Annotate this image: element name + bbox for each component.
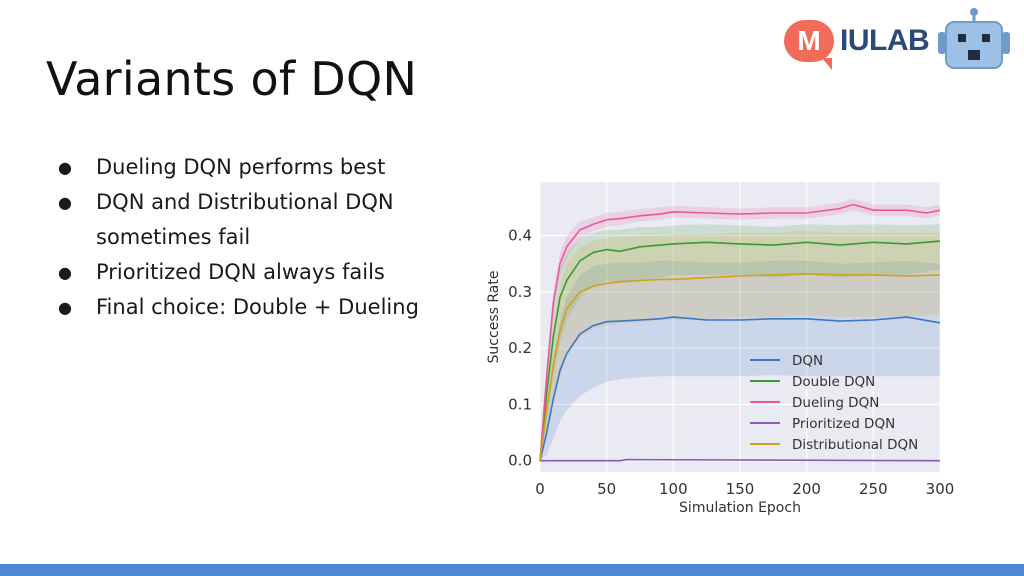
- bullet-dot-icon: ●: [58, 193, 72, 212]
- robot-icon: [938, 8, 1010, 69]
- x-tick-label: 200: [792, 480, 821, 498]
- bullet-item: ● Dueling DQN performs best: [56, 150, 476, 185]
- legend-label: Dueling DQN: [792, 395, 879, 411]
- bullet-dot-icon: ●: [58, 158, 72, 177]
- y-tick-label: 0.1: [508, 395, 532, 413]
- confidence-band: [540, 198, 940, 461]
- x-tick-label: 150: [726, 480, 755, 498]
- x-tick-label: 250: [859, 480, 888, 498]
- bullet-list: ● Dueling DQN performs best ● DQN and Di…: [56, 150, 476, 325]
- bullet-item: ● Final choice: Double + Dueling: [56, 290, 476, 325]
- success-rate-chart: 0 50 100 150 200 250 300 0.0 0.1 0.2 0.3 0.4 Simulat…: [486, 182, 955, 516]
- logo-text: IULAB: [840, 24, 930, 57]
- bullet-dot-icon: ●: [58, 263, 72, 282]
- confidence-band: [540, 260, 940, 461]
- series-line: [539, 240, 941, 461]
- bullet-text-continued: sometimes fail: [96, 225, 251, 249]
- legend-label: Prioritized DQN: [792, 416, 895, 432]
- bullet-item: ● Prioritized DQN always fails: [56, 255, 476, 290]
- miulab-logo: M IULAB: [784, 8, 1014, 76]
- x-tick-label: 50: [597, 480, 616, 498]
- series-line: [539, 203, 941, 461]
- legend-label: Distributional DQN: [792, 437, 918, 453]
- y-tick-label: 0.2: [508, 339, 532, 357]
- y-tick-label: 0.4: [508, 226, 532, 244]
- legend-label: DQN: [792, 353, 823, 369]
- bullet-item: ● DQN and Distributional DQN sometimes f…: [56, 185, 476, 255]
- bullet-text: Final choice: Double + Dueling: [96, 295, 419, 319]
- series-line: [540, 458, 941, 462]
- series-line: [539, 316, 941, 461]
- bullet-text: Prioritized DQN always fails: [96, 260, 385, 284]
- y-axis-label: Success Rate: [486, 271, 502, 364]
- series-line: [539, 273, 941, 461]
- x-tick-label: 300: [926, 480, 955, 498]
- x-tick-label: 100: [659, 480, 688, 498]
- confidence-band: [540, 224, 940, 461]
- bullet-text: DQN and Distributional DQN: [96, 190, 394, 214]
- bullet-dot-icon: ●: [58, 298, 72, 317]
- x-axis-label: Simulation Epoch: [679, 500, 801, 516]
- bullet-text: Dueling DQN performs best: [96, 155, 386, 179]
- slide-title: Variants of DQN: [46, 52, 418, 106]
- x-tick-label: 0: [535, 480, 545, 498]
- confidence-band: [540, 231, 940, 461]
- logo-m-bubble: M: [784, 20, 834, 70]
- legend-label: Double DQN: [792, 374, 875, 390]
- y-tick-label: 0.3: [508, 283, 532, 301]
- y-tick-label: 0.0: [508, 452, 532, 470]
- footer-bar: [0, 564, 1024, 576]
